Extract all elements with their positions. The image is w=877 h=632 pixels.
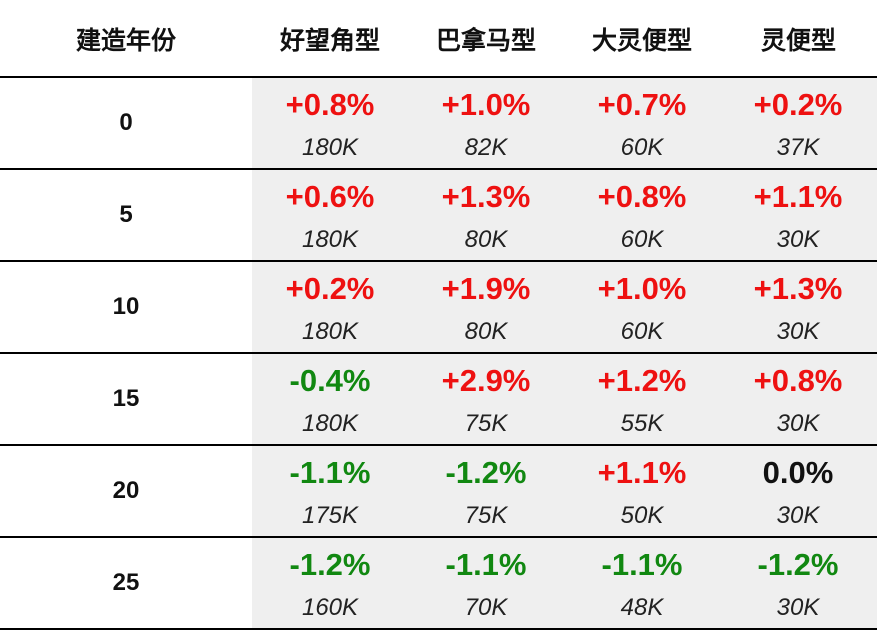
price-change-value: +1.1% <box>753 179 843 214</box>
ship-price-value: 30K <box>776 318 820 345</box>
row-background <box>252 262 877 353</box>
row-background <box>252 538 877 629</box>
ship-price-value: 60K <box>620 134 664 161</box>
ship-price-value: 50K <box>620 502 664 529</box>
price-change-value: -1.2% <box>757 547 839 582</box>
row-background <box>252 78 877 169</box>
price-change-value: +0.2% <box>285 271 375 306</box>
row-divider <box>0 536 877 538</box>
price-change-value: +1.9% <box>441 271 531 306</box>
ship-price-value: 180K <box>301 134 359 161</box>
row-divider <box>0 260 877 262</box>
price-change-value: +1.2% <box>597 363 687 398</box>
row-divider <box>0 76 877 78</box>
ship-price-value: 75K <box>464 502 508 529</box>
price-change-value: -1.2% <box>445 455 527 490</box>
ship-price-value: 160K <box>301 594 359 621</box>
price-change-value: +1.3% <box>753 271 843 306</box>
ship-price-value: 175K <box>301 502 359 529</box>
row-divider <box>0 628 877 630</box>
price-change-value: +1.0% <box>441 87 531 122</box>
price-change-value: +1.3% <box>441 179 531 214</box>
ship-price-value: 60K <box>620 226 664 253</box>
row-divider <box>0 352 877 354</box>
header-build-year: 建造年份 <box>75 26 176 55</box>
row-divider <box>0 444 877 446</box>
ship-price-value: 180K <box>301 410 359 437</box>
ship-price-value: 180K <box>301 318 359 345</box>
ship-price-value: 60K <box>620 318 664 345</box>
price-change-value: +0.8% <box>753 363 843 398</box>
ship-price-value: 37K <box>776 134 820 161</box>
ship-price-value: 30K <box>776 594 820 621</box>
row-background <box>252 170 877 261</box>
ship-price-value: 30K <box>776 502 820 529</box>
price-change-value: -1.1% <box>445 547 527 582</box>
header-ship-type: 大灵便型 <box>591 26 692 55</box>
price-change-value: +2.9% <box>441 363 531 398</box>
ship-price-value: 80K <box>464 318 508 345</box>
row-background <box>252 354 877 445</box>
price-change-value: +0.8% <box>285 87 375 122</box>
ship-price-value: 80K <box>464 226 508 253</box>
ship-price-value: 30K <box>776 226 820 253</box>
header-ship-type: 灵便型 <box>760 26 836 55</box>
ship-price-value: 180K <box>301 226 359 253</box>
price-change-value: +1.1% <box>597 455 687 490</box>
price-change-value: 0.0% <box>762 455 834 490</box>
ship-price-value: 70K <box>464 594 508 621</box>
ship-price-value: 48K <box>620 594 664 621</box>
price-change-value: +0.8% <box>597 179 687 214</box>
row-divider <box>0 168 877 170</box>
build-year-label: 20 <box>112 477 140 504</box>
ship-price-value: 75K <box>464 410 508 437</box>
header-ship-type: 好望角型 <box>279 26 380 55</box>
price-change-value: -1.1% <box>601 547 683 582</box>
price-change-value: +0.7% <box>597 87 687 122</box>
header-ship-type: 巴拿马型 <box>435 26 536 55</box>
build-year-label: 25 <box>112 569 140 596</box>
build-year-label: 5 <box>119 201 133 228</box>
price-change-value: +0.6% <box>285 179 375 214</box>
price-change-value: +1.0% <box>597 271 687 306</box>
row-background <box>252 446 877 537</box>
build-year-label: 0 <box>119 109 133 136</box>
build-year-label: 15 <box>112 385 140 412</box>
ship-price-value: 82K <box>464 134 508 161</box>
build-year-label: 10 <box>112 293 140 320</box>
price-change-value: +0.2% <box>753 87 843 122</box>
price-change-value: -1.2% <box>289 547 371 582</box>
price-change-value: -1.1% <box>289 455 371 490</box>
price-change-value: -0.4% <box>289 363 371 398</box>
ship-price-value: 55K <box>620 410 664 437</box>
ship-price-value: 30K <box>776 410 820 437</box>
